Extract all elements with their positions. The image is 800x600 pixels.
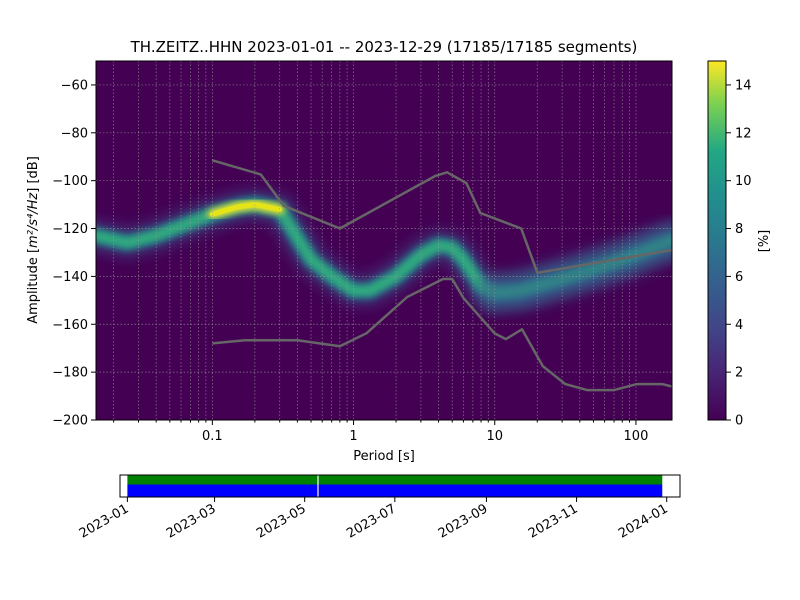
timeline-tick: 2023-05 (254, 497, 309, 542)
timeline-tick: 2023-11 (526, 497, 581, 542)
x-tick-label: 0.1 (202, 429, 223, 444)
timeline-frame (119, 474, 681, 498)
x-tick-label: 1 (349, 429, 357, 444)
colorbar-tick-label: 6 (735, 270, 743, 285)
x-tick: 0.1 (202, 420, 223, 444)
timeline-tick-label: 2023-09 (436, 501, 491, 541)
x-tick: 10 (486, 420, 503, 444)
y-tick-label: −160 (52, 318, 88, 333)
y-tick-label: −180 (52, 366, 88, 381)
colorbar-tick: 0 (726, 414, 743, 429)
nhnm-line (211, 159, 672, 275)
timeline-tick-label: 2023-11 (526, 501, 581, 541)
colorbar-tick: 4 (726, 318, 743, 333)
y-tick-label: −140 (52, 270, 88, 285)
y-tick: −80 (61, 126, 96, 141)
colorbar-tick-label: 8 (735, 222, 743, 237)
x-tick-label: 10 (486, 429, 503, 444)
y-tick: −180 (52, 366, 96, 381)
timeline-tick: 2023-09 (436, 497, 491, 542)
colorbar-tick: 8 (726, 222, 743, 237)
y-tick: −160 (52, 318, 96, 333)
timeline-tick-label: 2023-03 (164, 501, 219, 541)
x-tick: 1 (349, 420, 358, 444)
colorbar-tick: 10 (726, 174, 752, 189)
colorbar-tick-label: 0 (735, 414, 743, 429)
y-tick-label: −100 (52, 174, 88, 189)
colorbar-tick: 2 (726, 366, 743, 381)
plot-background (96, 61, 672, 420)
timeline-tick: 2023-07 (344, 497, 399, 542)
timeline-tick: 2024-01 (616, 497, 671, 542)
y-tick: −60 (61, 78, 96, 93)
colorbar-tick: 14 (726, 78, 752, 93)
timeline-tick-label: 2023-07 (344, 501, 399, 541)
timeline-tick-label: 2023-05 (254, 501, 309, 541)
density-peak-core (209, 202, 283, 217)
colorbar-tick-label: 10 (735, 174, 752, 189)
timeline-tick: 2023-03 (164, 497, 219, 542)
chart-title: TH.ZEITZ..HHN 2023-01-01 -- 2023-12-29 (… (130, 38, 638, 56)
y-tick: −200 (52, 414, 96, 429)
x-tick: 100 (624, 420, 649, 444)
timeline-tick: 2023-01 (77, 497, 132, 542)
data-coverage-bar (127, 484, 663, 497)
plot-frame (95, 60, 673, 421)
colorbar-tick-label: 14 (735, 78, 752, 93)
x-tick-label: 100 (624, 429, 649, 444)
colorbar-tick-label: 12 (735, 126, 752, 141)
y-tick-label: −80 (61, 126, 88, 141)
x-axis-label: Period [s] (353, 449, 415, 464)
colorbar (707, 60, 727, 421)
y-tick: −100 (52, 174, 96, 189)
y-tick-label: −60 (61, 78, 88, 93)
y-tick: −140 (52, 270, 96, 285)
colorbar-tick: 6 (726, 270, 743, 285)
density-long-period (474, 220, 672, 314)
timeline-tick-label: 2024-01 (616, 501, 671, 541)
nlnm-line (212, 277, 672, 392)
y-tick-label: −120 (52, 222, 88, 237)
colorbar-label: [%] (757, 230, 772, 253)
y-tick-label: −200 (52, 414, 88, 429)
y-axis-label: Amplitude [m²/s⁴/Hz] [dB] (26, 156, 41, 324)
colorbar-tick-label: 4 (735, 318, 743, 333)
y-tick: −120 (52, 222, 96, 237)
colorbar-tick-label: 2 (735, 366, 743, 381)
colorbar-tick: 12 (726, 126, 752, 141)
processed-coverage-bar (127, 475, 663, 485)
timeline-tick-label: 2023-01 (77, 501, 132, 541)
